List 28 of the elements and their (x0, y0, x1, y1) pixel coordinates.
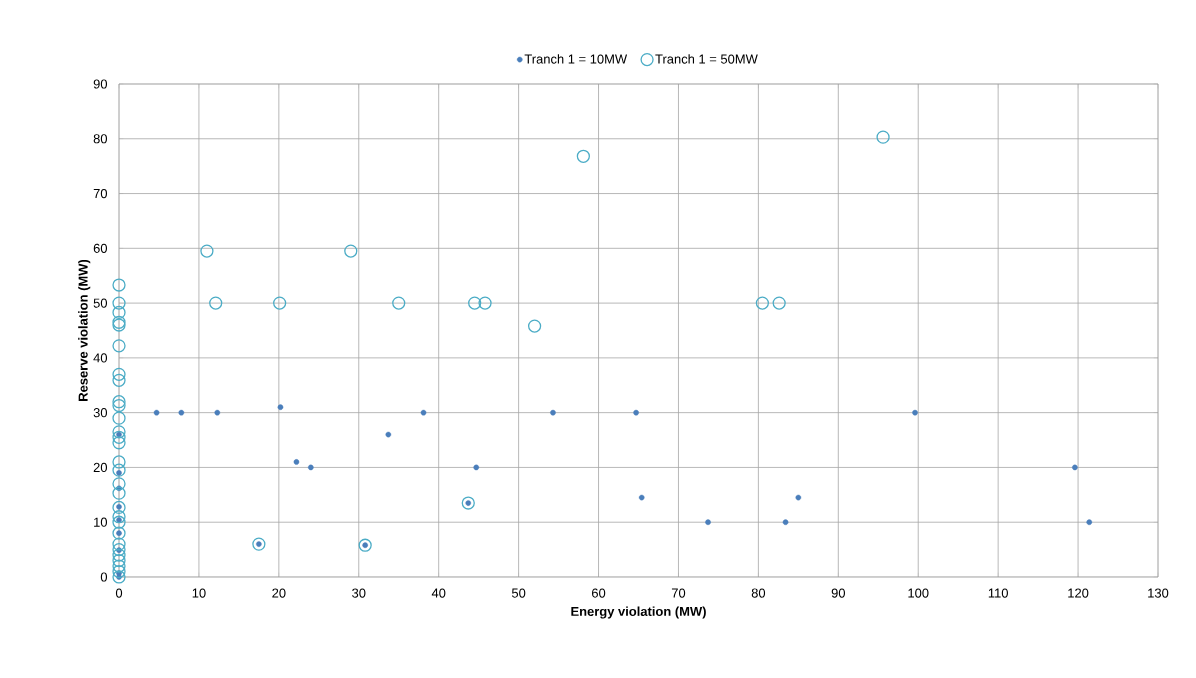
legend-label: Tranch 1 = 10MW (524, 54, 628, 64)
x-tick-label: 0 (115, 588, 123, 598)
y-tick-label: 30 (93, 408, 108, 418)
x-tick-label: 110 (988, 588, 1008, 598)
legend-label: Tranch 1 = 50MW (655, 54, 758, 64)
y-tick-label: 10 (94, 517, 108, 527)
x-tick-label: 70 (671, 588, 686, 598)
y-tick-label: 60 (93, 243, 108, 253)
y-tick-label: 70 (93, 188, 108, 199)
x-tick-label: 80 (751, 588, 766, 598)
y-axis-title: Reserve violation (MW) (78, 259, 91, 401)
x-tick-label: 90 (831, 588, 846, 598)
x-tick-label: 20 (272, 588, 286, 598)
y-tick-label: 0 (100, 572, 108, 582)
x-tick-label: 60 (592, 588, 606, 598)
y-tick-label: 40 (93, 353, 108, 363)
y-tick-label: 90 (93, 79, 108, 89)
x-tick-label: 120 (1068, 588, 1089, 598)
y-tick-label: 20 (93, 462, 108, 473)
x-tick-label: 50 (511, 588, 526, 598)
y-tick-label: 50 (93, 298, 108, 308)
x-axis-title: Energy violation (MW) (571, 606, 706, 619)
y-tick-label: 80 (93, 134, 108, 144)
x-tick-label: 30 (352, 588, 366, 598)
x-tick-label: 130 (1148, 588, 1169, 598)
x-tick-label: 10 (192, 588, 206, 598)
x-tick-label: 100 (908, 588, 929, 598)
x-tick-label: 40 (431, 588, 446, 598)
